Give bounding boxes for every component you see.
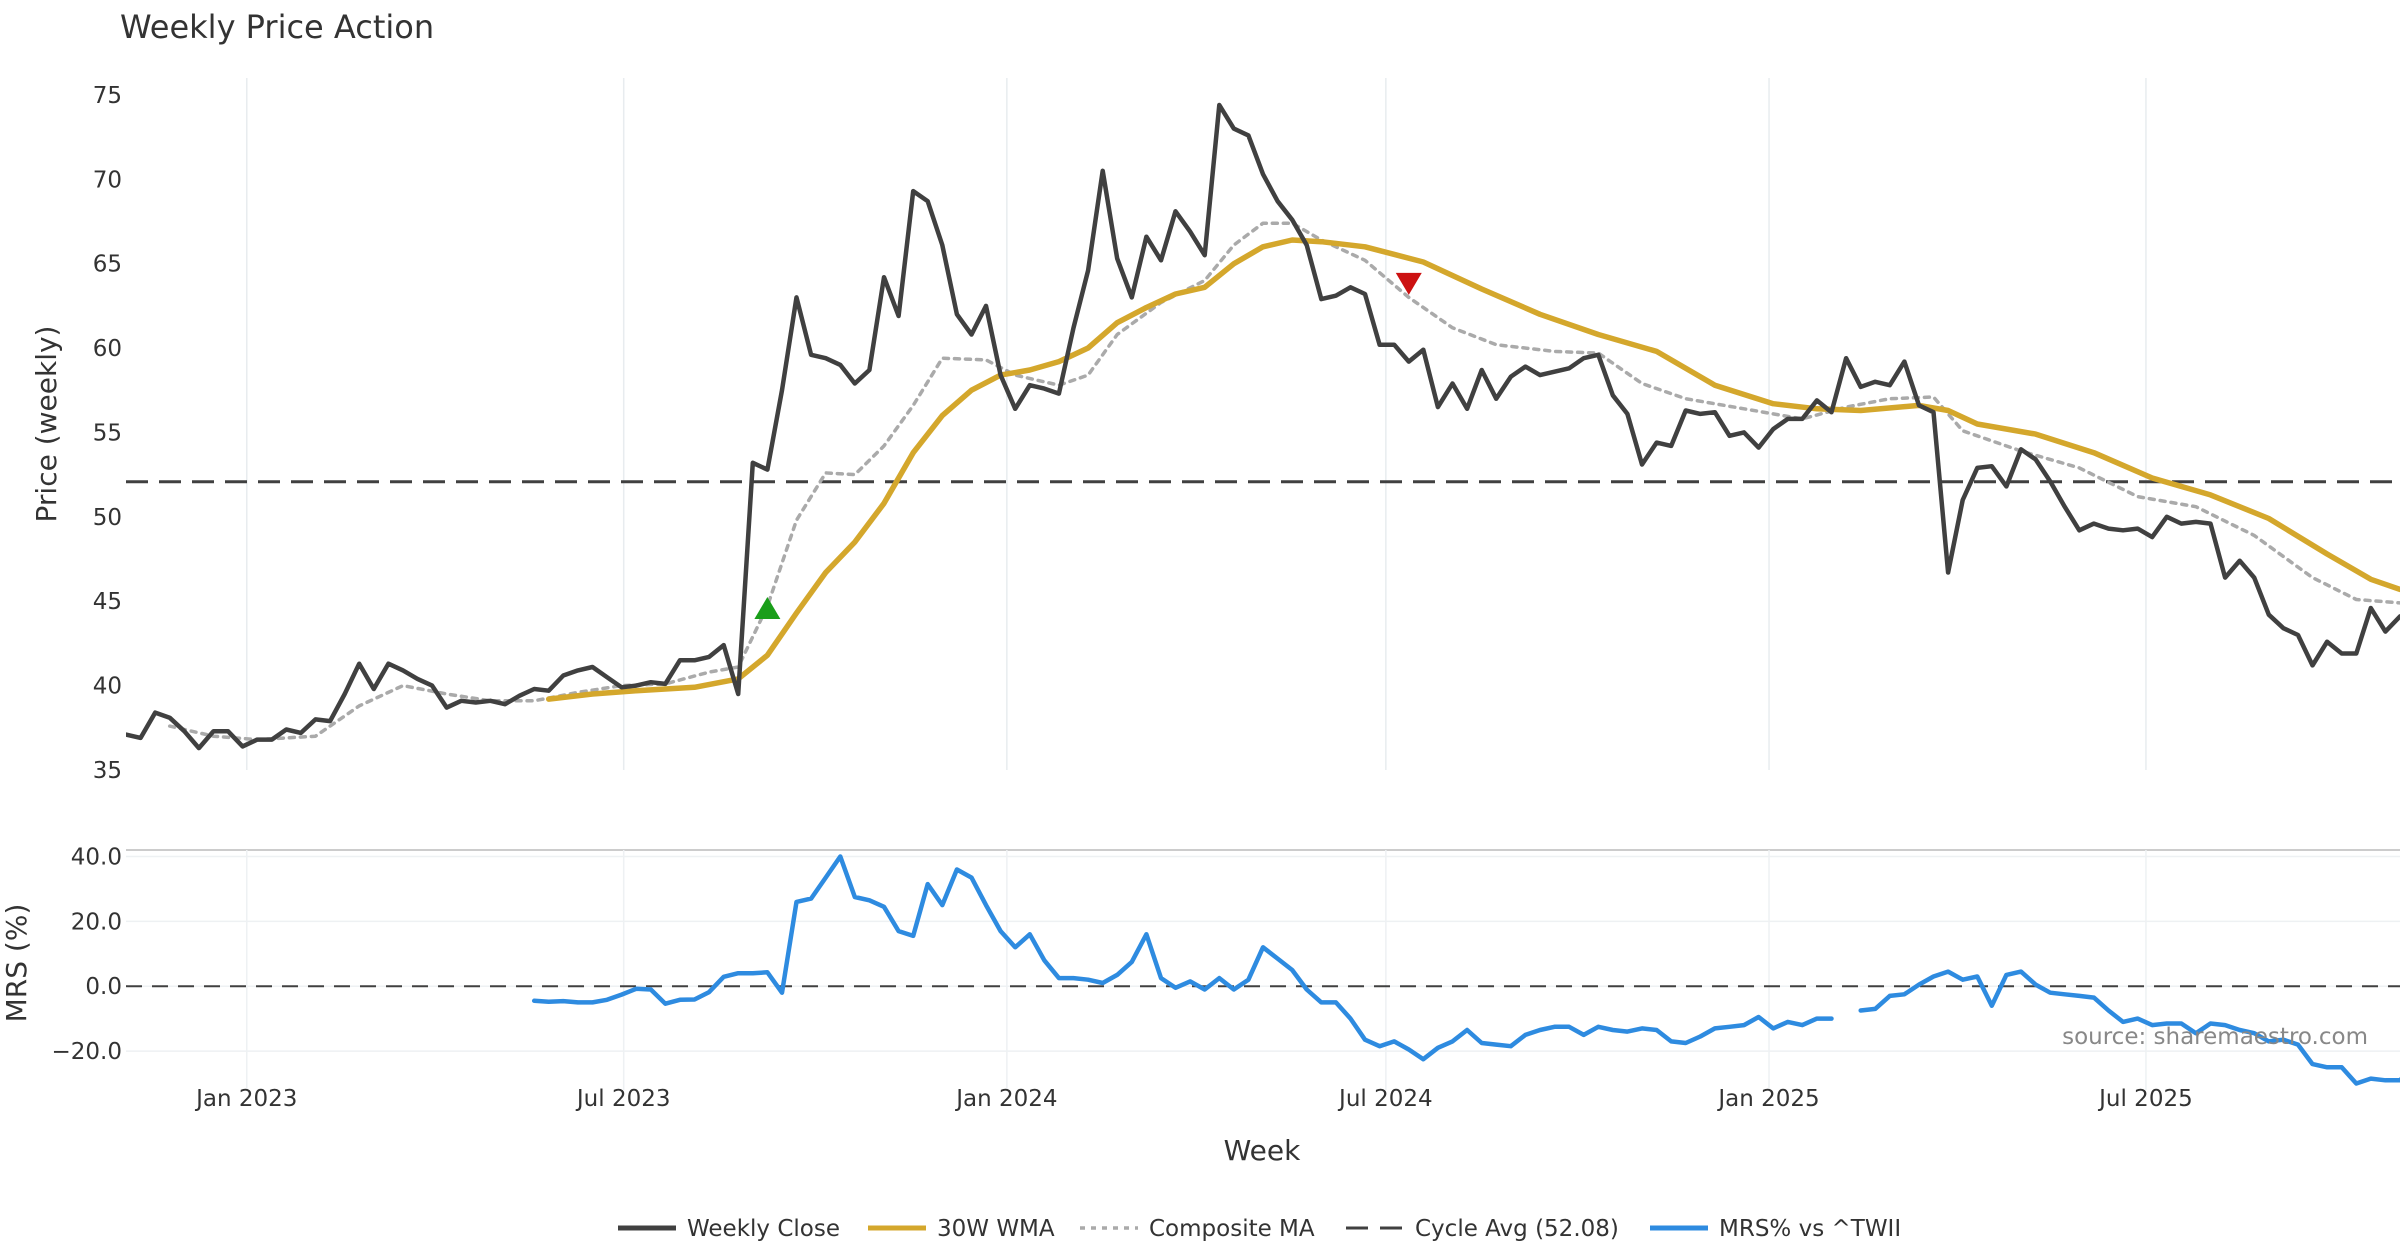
wma-30w-line [545, 237, 2400, 702]
weekly-close-line [126, 102, 2400, 751]
price-y-tick-label: 40 [93, 674, 122, 700]
price-y-tick-label: 75 [93, 83, 122, 109]
x-tick-label: Jan 2023 [194, 1086, 297, 1112]
mrs-line [531, 854, 1834, 1062]
mrs-y-tick-label: −20.0 [52, 1039, 122, 1065]
sell-signal-marker [1395, 272, 1422, 295]
chart-title: Weekly Price Action [120, 8, 434, 46]
price-y-tick-label: 35 [93, 758, 122, 784]
legend: Weekly Close 30W WMA Composite MA Cycle Avg… [618, 1216, 1901, 1242]
legend-label: Composite MA [1149, 1216, 1315, 1242]
price-y-tick-label: 60 [93, 336, 122, 362]
x-tick-label: Jul 2025 [2097, 1086, 2193, 1112]
price-series [126, 102, 2400, 751]
price-y-tick-label: 45 [93, 589, 122, 615]
price-y-tick-label: 65 [93, 252, 122, 278]
mrs-y-tick-label: 20.0 [71, 909, 122, 935]
x-axis: Jan 2023 Jul 2023 Jan 2024 Jul 2024 Jan 2025… [194, 1086, 2193, 1112]
price-y-tick-label: 70 [93, 167, 122, 193]
x-tick-label: Jul 2023 [575, 1086, 671, 1112]
x-tick-label: Jan 2024 [954, 1086, 1057, 1112]
mrs-y-axis: −20.0 0.0 20.0 40.0 [52, 844, 122, 1065]
price-y-tick-label: 50 [93, 505, 122, 531]
signal-markers [754, 272, 1422, 619]
legend-label: MRS% vs ^TWII [1719, 1216, 1901, 1242]
mrs-panel: −20.0 0.0 20.0 40.0 MRS (%) source: sharema… [0, 844, 2400, 1090]
mrs-line [1858, 969, 2400, 1086]
x-axis-title: Week [1224, 1134, 1301, 1167]
price-y-axis-title: Price (weekly) [30, 326, 63, 523]
legend-label: 30W WMA [937, 1216, 1055, 1242]
mrs-gridlines [126, 850, 2400, 1090]
price-gridlines [246, 78, 2147, 770]
mrs-y-axis-title: MRS (%) [0, 904, 33, 1023]
mrs-y-tick-label: 0.0 [85, 974, 122, 1000]
price-panel: 35 40 45 50 55 60 65 70 75 Price (weekly) [30, 78, 2400, 784]
buy-signal-marker [754, 596, 781, 619]
legend-label: Weekly Close [687, 1216, 840, 1242]
x-tick-label: Jul 2024 [1337, 1086, 1433, 1112]
legend-label: Cycle Avg (52.08) [1415, 1216, 1619, 1242]
price-y-tick-label: 55 [93, 420, 122, 446]
mrs-series [531, 854, 2400, 1086]
x-tick-label: Jan 2025 [1716, 1086, 1819, 1112]
price-y-axis: 35 40 45 50 55 60 65 70 75 [93, 83, 122, 784]
source-note: source: sharemaestro.com [2062, 1024, 2368, 1050]
mrs-y-tick-label: 40.0 [71, 844, 122, 870]
